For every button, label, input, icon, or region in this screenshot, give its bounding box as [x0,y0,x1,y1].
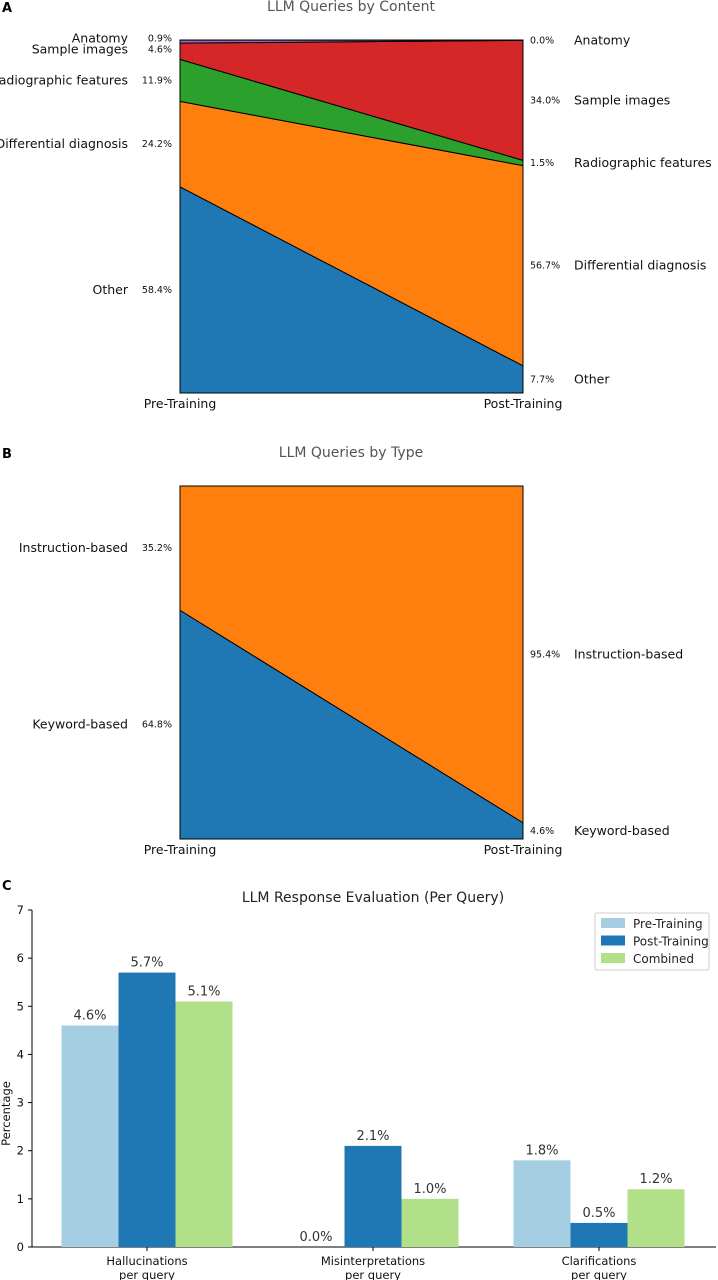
panel-a-content: LLM Queries by Content Pre-Training Post… [0,0,712,411]
left-label-other: Other [93,282,129,297]
x-tick-label: per query [345,1268,401,1280]
panel-b-x-post: Post-Training [484,842,563,857]
bar-value-label: 2.1% [356,1129,389,1144]
left-label-keyword-based: Keyword-based [32,717,128,732]
bar-value-label: 4.6% [73,1009,106,1024]
panel-b-title: LLM Queries by Type [279,445,423,461]
legend-label-pre-training: Pre-Training [633,917,703,931]
bar-combined-misinterpretations [401,1198,459,1247]
bar-combined-hallucinations [175,1001,233,1247]
left-pct-keyword-based: 64.8% [142,720,172,731]
y-tick-label: 3 [17,1096,24,1110]
left-pct-differential-diagnosis: 24.2% [142,139,172,150]
bar-combined-clarifications [627,1189,685,1247]
panel-a-areas [179,39,524,394]
panel-b-labels: Keyword-based 64.8% 4.6% Keyword-based Instr… [19,540,683,838]
legend-label-post-training: Post-Training [633,935,709,949]
x-tick-label: Hallucinations [106,1254,187,1268]
left-label-instruction-based: Instruction-based [19,540,128,555]
panel-b-x-pre: Pre-Training [144,842,217,857]
right-label-other: Other [574,371,610,386]
bar-value-label: 1.0% [413,1182,446,1197]
panel-letter-c: C [2,879,12,894]
right-pct-sample-images: 34.0% [530,95,560,106]
panel-b-areas [179,485,524,840]
y-tick-label: 2 [17,1144,24,1158]
panel-c-content: LLM Response Evaluation (Per Query) 0 1 2 3… [0,890,716,1280]
bar-value-label: 5.7% [130,956,163,971]
y-tick-label: 7 [17,903,24,917]
left-label-anatomy: Anatomy [72,31,129,46]
right-label-radiographic-features: Radiographic features [574,155,712,170]
panel-a-title: LLM Queries by Content [267,0,435,15]
right-pct-other: 7.7% [530,374,554,385]
y-tick-label: 0 [17,1240,24,1254]
panel-b-frame [179,485,524,840]
panel-a-frame [179,39,524,394]
y-tick-label: 5 [17,999,24,1013]
panel-c-title: LLM Response Evaluation (Per Query) [242,890,504,906]
panel-letter-b: B [2,447,12,462]
panel-letter-a: A [2,1,12,16]
legend-swatch-pre-training [601,918,625,928]
y-tick-label: 6 [17,951,24,965]
legend-swatch-combined [601,953,625,963]
y-axis-label: Percentage [0,1081,13,1146]
right-pct-keyword-based: 4.6% [530,826,554,837]
left-pct-instruction-based: 35.2% [142,543,172,554]
bar-value-label: 5.1% [187,984,220,999]
right-pct-instruction-based: 95.4% [530,649,560,660]
y-tick-label: 1 [17,1192,24,1206]
bar-pre-training-hallucinations [61,1025,119,1247]
panel-b-content: LLM Queries by Type Pre-Training Post-Tr… [19,445,683,857]
x-tick-label: Misinterpretations [321,1254,425,1268]
x-tick-label: Clarifications [562,1254,637,1268]
bar-value-label: 1.8% [525,1143,558,1158]
left-pct-other: 58.4% [142,285,172,296]
bar-post-training-hallucinations [118,972,176,1247]
right-pct-anatomy: 0.0% [530,35,554,46]
panel-c-bars: 4.6% 5.7% 5.1% 0.0% 2.1% 1.0% 1.8% 0.5% 1.2% [61,956,685,1247]
left-pct-radiographic-features: 11.9% [142,75,172,86]
left-pct-anatomy: 0.9% [148,34,172,45]
right-label-sample-images: Sample images [574,92,670,107]
legend-swatch-post-training [601,935,625,946]
y-tick-label: 4 [17,1047,24,1061]
right-label-differential-diagnosis: Differential diagnosis [574,258,706,273]
panel-a-x-pre: Pre-Training [144,396,217,411]
bar-value-label: 1.2% [639,1172,672,1187]
left-label-differential-diagnosis: Differential diagnosis [0,136,128,151]
bar-value-label: 0.0% [299,1230,332,1245]
bar-post-training-clarifications [570,1222,628,1247]
legend-label-combined: Combined [633,952,694,966]
bar-pre-training-clarifications [513,1160,571,1247]
panel-a-labels: Other 58.4% 7.7% Other Differential diagnosi… [0,31,712,387]
bar-value-label: 0.5% [582,1206,615,1221]
panel-a-x-post: Post-Training [484,396,563,411]
x-tick-label: per query [571,1268,627,1280]
x-tick-label: per query [119,1268,175,1280]
left-label-sample-images: Sample images [32,41,128,56]
panel-c-legend: Pre-Training Post-Training Combined [594,912,710,971]
right-label-anatomy: Anatomy [574,32,631,47]
left-pct-sample-images: 4.6% [148,44,172,55]
bar-post-training-misinterpretations [344,1145,402,1247]
left-label-radiographic-features: Radiographic features [0,72,128,87]
right-label-instruction-based: Instruction-based [574,646,683,661]
right-label-keyword-based: Keyword-based [574,823,670,838]
right-pct-differential-diagnosis: 56.7% [530,261,560,272]
right-pct-radiographic-features: 1.5% [530,158,554,169]
